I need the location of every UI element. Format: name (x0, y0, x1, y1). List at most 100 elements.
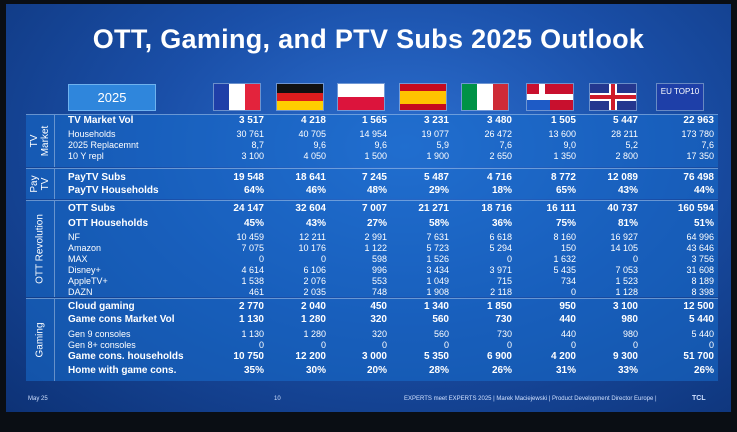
table-row: MAX 0 0 598 1 526 0 1 632 0 3 756 (68, 253, 718, 265)
row-value: 1 130 (241, 329, 264, 339)
spain-flag-icon (399, 83, 447, 111)
row-value: 0 (570, 287, 576, 297)
row-value: 2 076 (303, 276, 326, 286)
table-row: PayTV Subs 19 548 18 641 7 245 5 487 4 716 8 7… (68, 172, 718, 184)
row-value: 4 218 (300, 115, 326, 126)
row-value: 5 447 (612, 115, 638, 126)
table-row: Game cons. households 10 750 12 200 3 000 5 … (68, 351, 718, 363)
row-value: 5,9 (436, 140, 449, 150)
row-value: 1 850 (486, 301, 512, 312)
row-value: 3 434 (426, 265, 449, 275)
row-value: 8 398 (691, 287, 714, 297)
row-value: 1 340 (423, 301, 449, 312)
row-value: 51% (693, 218, 714, 229)
row-value: 1 565 (361, 115, 387, 126)
row-value: 10 459 (236, 232, 264, 242)
row-value: 0 (632, 254, 638, 264)
row-value: 0 (320, 340, 326, 350)
row-label: 2025 Replacemnt (68, 140, 139, 150)
row-value: 8 189 (691, 276, 714, 286)
row-value: 980 (621, 314, 638, 325)
row-value: 1 122 (364, 243, 387, 253)
row-value: 64% (243, 185, 264, 196)
row-value: 1 505 (550, 115, 576, 126)
row-value: 13 600 (548, 129, 576, 139)
row-value: 5 440 (691, 329, 714, 339)
row-value: 76 498 (683, 172, 714, 183)
row-value: 3 756 (691, 254, 714, 264)
row-value: 0 (506, 340, 512, 350)
nordic-flags-icon (526, 83, 574, 111)
row-value: 18% (491, 185, 512, 196)
row-label: 10 Y repl (68, 151, 104, 161)
row-value: 7,6 (499, 140, 512, 150)
row-value: 980 (622, 329, 638, 339)
row-label: Households (68, 129, 116, 139)
table-section: TV Market TV Market Vol 3 517 4 218 1 565 3 2… (26, 114, 718, 167)
table-row: 2025 Replacemnt 8,7 9,6 9,6 5,9 7,6 9,0 5,2 7,6 (68, 139, 718, 151)
table-row: Households 30 761 40 705 14 954 19 077 26 472… (68, 128, 718, 140)
footer-date: May 25 (28, 396, 48, 402)
row-value: 1 280 (300, 314, 326, 325)
year-label: 2025 (68, 84, 156, 111)
eu-flag-icon: EU TOP10 (656, 83, 704, 111)
row-value: 20% (366, 365, 387, 376)
row-value: 4 614 (241, 265, 264, 275)
row-value: 5 487 (423, 172, 449, 183)
row-value: 440 (560, 329, 576, 339)
row-value: 18 716 (481, 203, 512, 214)
row-value: 748 (371, 287, 387, 297)
row-value: 2 991 (364, 232, 387, 242)
row-value: 7 007 (361, 203, 387, 214)
row-value: 81% (617, 218, 638, 229)
row-value: 0 (381, 340, 387, 350)
section-label-text: Pay TV (29, 175, 51, 193)
row-value: 1 523 (615, 276, 638, 286)
table-row: Amazon 7 075 10 176 1 122 5 723 5 294 150 14 10… (68, 242, 718, 254)
row-value: 2 035 (303, 287, 326, 297)
row-value: 12 500 (683, 301, 714, 312)
row-value: 2 770 (238, 301, 264, 312)
table-row: Game cons Market Vol 1 130 1 280 320 560 730 4… (68, 314, 718, 326)
row-value: 4 200 (550, 351, 576, 362)
table-row: PayTV Households 64% 46% 48% 29% 18% 65% 43% 44% (68, 185, 718, 197)
row-value: 43% (305, 218, 326, 229)
row-value: 598 (371, 254, 387, 264)
row-value: 1 280 (303, 329, 326, 339)
row-value: 3 971 (489, 265, 512, 275)
row-value: 1 500 (364, 151, 387, 161)
row-value: 46% (305, 185, 326, 196)
row-value: 19 077 (421, 129, 449, 139)
table-row: NF 10 459 12 211 2 991 7 631 6 618 8 160 16 927… (68, 231, 718, 243)
table-section: Gaming Cloud gaming 2 770 2 040 450 1 340 1 85… (26, 298, 718, 381)
row-value: 10 176 (298, 243, 326, 253)
row-value: 65% (555, 185, 576, 196)
row-value: 21 271 (418, 203, 449, 214)
row-value: 36% (491, 218, 512, 229)
row-value: 24 147 (233, 203, 264, 214)
row-value: 26 472 (484, 129, 512, 139)
row-value: 33% (617, 365, 638, 376)
row-value: 0 (708, 340, 714, 350)
row-value: 27% (366, 218, 387, 229)
row-value: 2 118 (490, 287, 512, 297)
row-value: 160 594 (677, 203, 714, 214)
row-value: 8 160 (553, 232, 576, 242)
row-value: 40 705 (298, 129, 326, 139)
eu-top10-label: EU TOP10 (657, 84, 703, 110)
slide-title: OTT, Gaming, and PTV Subs 2025 Outlook (92, 24, 645, 54)
row-value: 1 350 (553, 151, 576, 161)
section-label: Gaming (26, 299, 55, 381)
row-value: 0 (506, 254, 512, 264)
row-value: 0 (320, 254, 326, 264)
footer-brand-logo: TCL (692, 395, 706, 402)
row-value: 18 641 (295, 172, 326, 183)
row-label: AppleTV+ (68, 276, 108, 286)
row-value: 3 000 (361, 351, 387, 362)
row-value: 0 (258, 254, 264, 264)
row-value: 1 128 (615, 287, 638, 297)
section-label-text: Gaming (34, 322, 46, 358)
row-value: 7 245 (361, 172, 387, 183)
section-label: TV Market (26, 115, 55, 167)
row-value: 4 716 (486, 172, 512, 183)
